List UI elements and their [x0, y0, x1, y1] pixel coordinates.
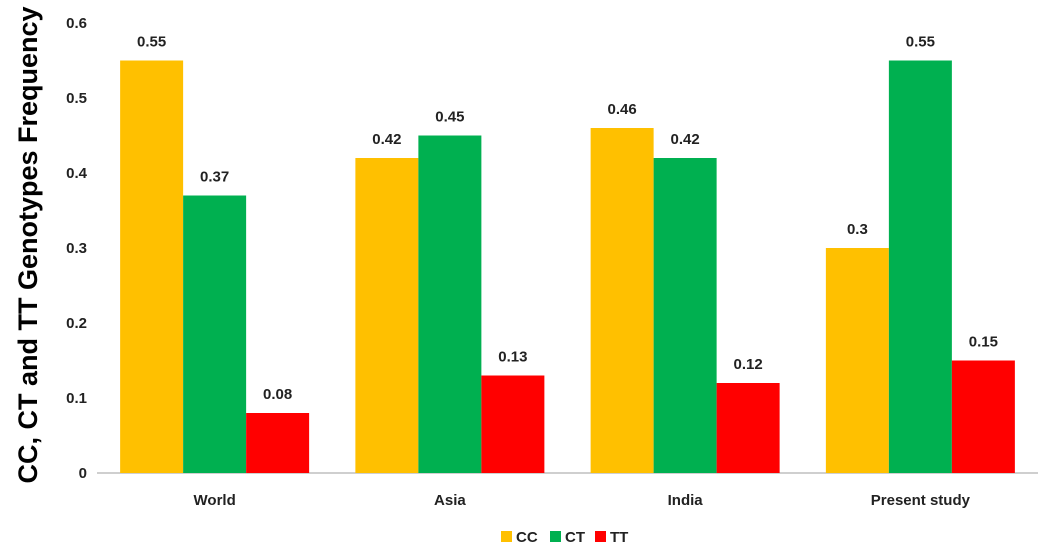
x-tick-label: India — [668, 492, 704, 509]
bar-tt-present-study — [951, 360, 1015, 473]
data-label: 0.08 — [263, 386, 292, 403]
data-label: 0.3 — [847, 221, 868, 238]
data-label: 0.46 — [608, 101, 637, 118]
bar-tt-asia — [481, 375, 545, 473]
y-tick-label: 0.2 — [66, 315, 87, 332]
x-tick-label: Present study — [871, 492, 971, 509]
y-axis-title-group: CC, CT and TT Genotypes Frequency — [13, 6, 43, 483]
data-label: 0.42 — [372, 131, 401, 148]
bar-ct-present-study — [888, 60, 952, 473]
y-axis-ticks: 0 0.1 0.2 0.3 0.4 0.5 0.6 — [66, 15, 88, 482]
legend-label-ct: CT — [565, 529, 585, 546]
data-label: 0.45 — [435, 109, 464, 126]
data-label: 0.42 — [671, 131, 700, 148]
legend-swatch-tt — [595, 531, 606, 542]
data-label: 0.37 — [200, 169, 229, 186]
bar-cc-world — [120, 60, 184, 473]
x-tick-label: World — [194, 492, 236, 509]
bar-cc-present-study — [825, 248, 889, 473]
legend-label-tt: TT — [610, 529, 628, 546]
y-tick-label: 0 — [79, 465, 87, 482]
bar-tt-world — [246, 413, 310, 473]
data-label: 0.55 — [137, 34, 166, 51]
y-tick-label: 0.5 — [66, 90, 87, 107]
bar-ct-india — [653, 158, 717, 473]
data-label: 0.15 — [969, 334, 998, 351]
legend-label-cc: CC — [516, 529, 538, 546]
bar-tt-india — [716, 383, 780, 473]
data-labels: 0.55 0.37 0.08 0.42 0.45 0.13 0.46 0.42 0.12 0.3 0… — [137, 34, 998, 404]
data-label: 0.55 — [906, 34, 935, 51]
legend-swatch-cc — [501, 531, 512, 542]
bar-cc-asia — [355, 158, 419, 473]
y-axis-title: CC, CT and TT Genotypes Frequency — [13, 6, 43, 483]
y-tick-label: 0.1 — [66, 390, 87, 407]
y-tick-label: 0.4 — [66, 165, 88, 182]
x-axis-ticks: World Asia India Present study — [194, 492, 971, 509]
data-label: 0.12 — [734, 356, 763, 373]
x-tick-label: Asia — [434, 492, 466, 509]
bars — [120, 60, 1015, 473]
bar-cc-india — [590, 128, 654, 473]
y-tick-label: 0.3 — [66, 240, 87, 257]
legend: CC CT TT — [501, 529, 628, 546]
bar-ct-asia — [418, 135, 482, 473]
legend-swatch-ct — [550, 531, 561, 542]
y-tick-label: 0.6 — [66, 15, 87, 32]
data-label: 0.13 — [498, 349, 527, 366]
bar-ct-world — [183, 195, 247, 473]
